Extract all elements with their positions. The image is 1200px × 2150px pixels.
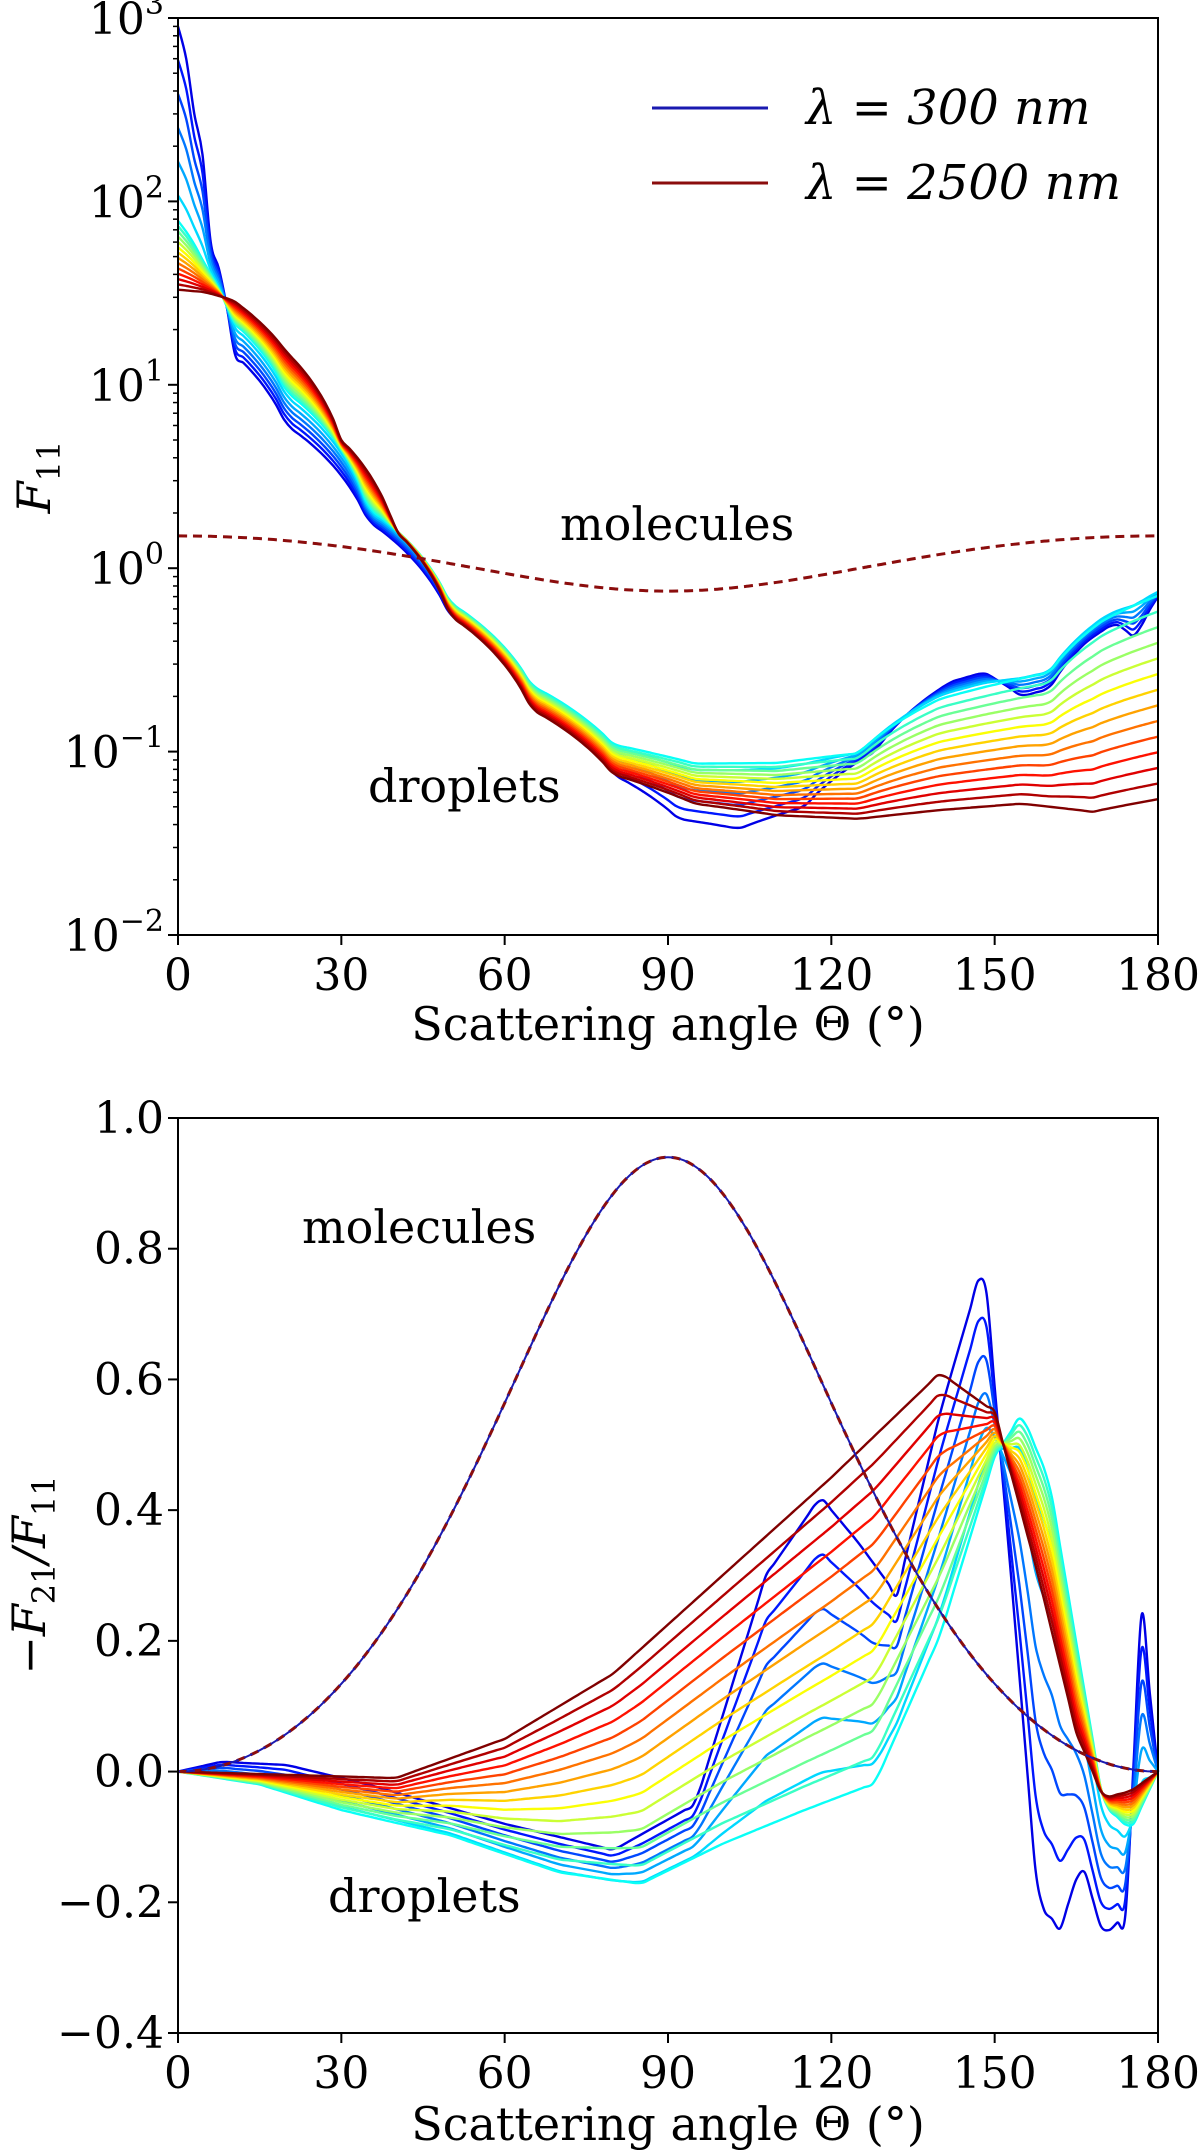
top-x-tick-label: 0 — [164, 950, 192, 1001]
top-annotation-molecules: molecules — [560, 497, 794, 551]
bottom-y-tick-label: 0.2 — [94, 1616, 164, 1667]
bottom-x-tick-label: 60 — [477, 2048, 533, 2099]
bottom-series-line — [177, 1438, 1160, 1814]
top-x-axis-label: Scattering angle Θ (°) — [411, 997, 925, 1051]
top-y-tick-label: 103 — [89, 0, 164, 45]
top-y-label-main: F — [7, 479, 61, 514]
legend-label-300nm: λ = 300 nm — [804, 80, 1090, 136]
top-x-tick-label: 150 — [953, 950, 1037, 1001]
bottom-y-ticks: 1.0 0.8 0.6 0.4 0.2 0.0 −0.2 −0.4 — [57, 1093, 178, 2059]
legend: λ = 300 nm λ = 2500 nm — [652, 80, 1121, 211]
top-x-tick-label: 120 — [789, 950, 873, 1001]
bottom-droplet-curves — [177, 1277, 1160, 1932]
bottom-y-label-sub2: 11 — [25, 1475, 63, 1516]
bottom-y-axis-label: −F21/F11 — [2, 1475, 63, 1674]
panel-top-f11: 0 30 60 90 120 150 180 103 102 101 100 10−1 10−2 Sc… — [7, 0, 1200, 1051]
bottom-x-tick-label: 150 — [953, 2048, 1037, 2099]
top-y-tick-label: 102 — [89, 170, 164, 228]
bottom-x-tick-label: 180 — [1116, 2048, 1200, 2099]
panel-bottom-polarization: 0 30 60 90 120 150 180 1.0 0.8 0.6 0.4 0.2 0.0 −0.2 −… — [2, 1093, 1200, 2150]
bottom-x-ticks: 0 30 60 90 120 150 180 — [164, 2033, 1200, 2099]
bottom-y-tick-label: 0.4 — [94, 1485, 164, 1536]
bottom-molecules-dashed-curve-blue — [177, 1156, 1159, 1773]
bottom-y-tick-label: −0.4 — [57, 2008, 164, 2059]
bottom-series-line — [177, 1440, 1160, 1823]
bottom-y-tick-label: 0.6 — [94, 1354, 164, 1405]
top-x-tick-label: 30 — [313, 950, 369, 1001]
bottom-series-line — [177, 1434, 1159, 1812]
bottom-x-tick-label: 120 — [789, 2048, 873, 2099]
top-y-label-sub: 11 — [30, 441, 68, 482]
bottom-series-line — [177, 1431, 1159, 1809]
bottom-annotation-droplets: droplets — [328, 1869, 521, 1923]
bottom-y-label-mid: /F — [2, 1514, 56, 1567]
bottom-y-label-main: −F — [2, 1602, 56, 1675]
bottom-y-tick-label: −0.2 — [57, 1877, 164, 1928]
bottom-series-line — [177, 1417, 1160, 1885]
bottom-y-tick-label: 0.8 — [94, 1224, 164, 1275]
top-x-tick-label: 60 — [477, 950, 533, 1001]
bottom-x-tick-label: 90 — [640, 2048, 696, 2099]
top-y-axis-label: F11 — [7, 441, 68, 515]
bottom-y-tick-label: 1.0 — [94, 1093, 164, 1144]
bottom-series-line — [177, 1420, 1159, 1802]
bottom-series-line — [177, 1412, 1159, 1801]
bottom-series-line — [177, 1424, 1159, 1804]
bottom-x-tick-label: 30 — [313, 2048, 369, 2099]
top-series-line — [177, 288, 1159, 820]
top-x-tick-label: 180 — [1116, 950, 1200, 1001]
bottom-series-line — [177, 1430, 1160, 1850]
top-y-tick-label: 100 — [89, 537, 164, 595]
bottom-x-axis-label: Scattering angle Θ (°) — [411, 2097, 925, 2150]
top-y-tick-label: 10−1 — [64, 721, 164, 779]
top-y-tick-label: 101 — [89, 354, 164, 412]
legend-label-2500nm: λ = 2500 nm — [804, 155, 1121, 211]
bottom-y-label-sub1: 21 — [25, 1563, 63, 1604]
top-x-tick-label: 90 — [640, 950, 696, 1001]
top-x-ticks: 0 30 60 90 120 150 180 — [164, 935, 1200, 1001]
bottom-y-tick-label: 0.0 — [94, 1747, 164, 1798]
top-y-tick-label: 10−2 — [64, 904, 164, 962]
top-annotation-droplets: droplets — [368, 759, 561, 813]
top-droplet-curves — [176, 26, 1160, 830]
bottom-annotation-molecules: molecules — [302, 1200, 536, 1254]
bottom-series-line — [177, 1427, 1159, 1806]
bottom-series-line — [177, 1424, 1160, 1867]
bottom-series-line — [177, 1436, 1160, 1836]
bottom-series-line — [177, 1373, 1159, 1798]
top-y-ticks: 103 102 101 100 10−1 10−2 — [64, 0, 178, 962]
bottom-x-tick-label: 0 — [164, 2048, 192, 2099]
